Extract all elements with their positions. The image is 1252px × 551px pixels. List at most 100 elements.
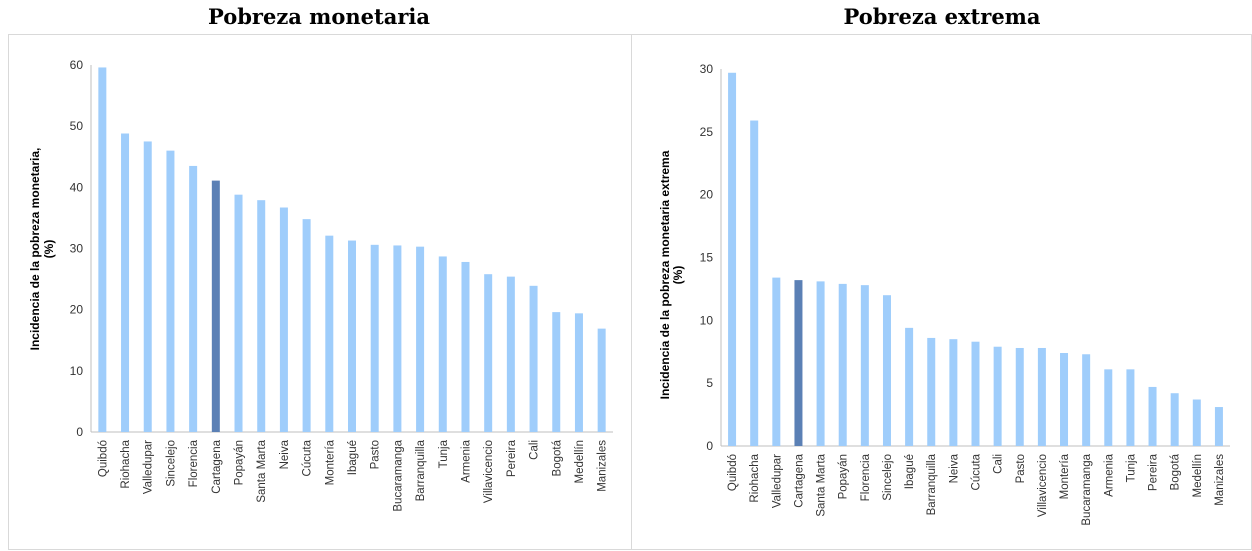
pobreza-monetaria-x-tick-label: Tunja: [438, 439, 450, 468]
pobreza-monetaria-x-tick-label: Valledupar: [143, 440, 155, 494]
pobreza-extrema-y-axis-unit: (%): [671, 266, 685, 285]
pobreza-extrema-bar-villavicencio: [1037, 347, 1046, 446]
pobreza-monetaria-x-tick-label: Neiva: [279, 439, 291, 469]
pobreza-extrema-bar-ibague: [905, 327, 914, 446]
pobreza-extrema-x-tick-label: Tunja: [1125, 453, 1137, 482]
pobreza-extrema-bar-pasto: [1015, 347, 1024, 446]
pobreza-extrema-bar-medellin: [1192, 399, 1201, 446]
pobreza-monetaria-x-tick-label: Bogotá: [551, 439, 563, 476]
pobreza-monetaria-bar-valledupar: [143, 141, 152, 432]
chart-pobreza-extrema: Incidencia de la pobreza monetaria extre…: [658, 62, 1230, 526]
pobreza-monetaria-bar-cali: [529, 285, 538, 432]
pobreza-extrema-x-tick-label: Bogotá: [1170, 453, 1182, 490]
pobreza-monetaria-bar-popayan: [234, 194, 243, 432]
pobreza-monetaria-bar-pereira: [506, 276, 515, 432]
chart-pobreza-monetaria: Incidencia de la pobreza monetaria, (%) 0 1…: [28, 58, 613, 512]
pobreza-monetaria-x-tick-label: Barranquilla: [415, 439, 427, 501]
pobreza-monetaria-bar-bucaramanga: [393, 245, 402, 432]
pobreza-extrema-bar-florencia: [860, 285, 869, 446]
pobreza-extrema-bar-tunja: [1126, 369, 1135, 446]
pobreza-monetaria-bar-bogota: [552, 312, 561, 432]
pobreza-monetaria-bar-villavicencio: [484, 274, 493, 432]
pobreza-extrema-bar-cali: [993, 346, 1002, 446]
pobreza-monetaria-x-tick-label: Montería: [324, 439, 336, 485]
pobreza-extrema-x-tick-label: Cúcuta: [971, 453, 983, 490]
pobreza-extrema-x-tick-label: Popayán: [838, 454, 850, 499]
pobreza-monetaria-x-tick-label: Ibagué: [347, 440, 359, 475]
pobreza-monetaria-bar-quibdo: [98, 67, 107, 433]
pobreza-monetaria-bar-tunja: [438, 256, 447, 432]
pobreza-extrema-x-tick-label: Barranquilla: [926, 453, 938, 515]
pobreza-monetaria-x-tick-label: Popayán: [234, 440, 246, 485]
pobreza-extrema-x-tick-label: Valledupar: [771, 454, 783, 508]
pobreza-extrema-bar-valledupar: [772, 277, 781, 446]
pobreza-extrema-x-tick-label: Armenia: [1103, 453, 1115, 496]
pobreza-extrema-bar-riohacha: [750, 120, 759, 447]
pobreza-monetaria-x-tick-label: Pereira: [506, 439, 518, 477]
chart-title-pobreza-extrema: Pobreza extrema: [843, 4, 1041, 29]
pobreza-extrema-bar-bogota: [1170, 393, 1179, 446]
pobreza-extrema-y-tick-label: 25: [700, 125, 714, 139]
pobreza-extrema-bar-popayan: [838, 283, 847, 446]
pobreza-monetaria-x-tick-label: Cali: [529, 440, 541, 460]
pobreza-extrema-x-tick-label: Manizales: [1214, 454, 1226, 506]
pobreza-monetaria-y-tick-label: 30: [70, 242, 84, 256]
pobreza-monetaria-x-tick-label: Armenia: [460, 439, 472, 482]
pobreza-monetaria-y-tick-label: 60: [70, 58, 84, 72]
pobreza-extrema-bar-armenia: [1104, 369, 1113, 446]
pobreza-monetaria-bar-neiva: [279, 207, 288, 432]
pobreza-monetaria-bar-ibague: [348, 240, 356, 432]
pobreza-monetaria-x-tick-label: Pasto: [370, 440, 382, 469]
pobreza-extrema-x-tick-label: Riohacha: [749, 453, 761, 502]
pobreza-monetaria-x-tick-label: Riohacha: [120, 439, 132, 488]
pobreza-extrema-y-tick-label: 5: [706, 376, 713, 390]
pobreza-extrema-x-tick-label: Pereira: [1148, 453, 1160, 491]
pobreza-monetaria-y-tick-label: 50: [70, 119, 84, 133]
pobreza-extrema-x-tick-label: Pasto: [1015, 454, 1027, 483]
pobreza-extrema-y-axis-title: Incidencia de la pobreza monetaria extre…: [658, 150, 672, 399]
pobreza-monetaria-y-tick-label: 10: [70, 364, 84, 378]
pobreza-extrema-bar-monteria: [1060, 353, 1069, 446]
pobreza-extrema-x-tick-label: Sincelejo: [882, 454, 894, 501]
pobreza-monetaria-bar-monteria: [325, 235, 334, 432]
pobreza-extrema-y-tick-label: 0: [706, 439, 713, 453]
chart-panel-pobreza-monetaria: Incidencia de la pobreza monetaria, (%) 0 1…: [8, 34, 632, 550]
pobreza-extrema-x-tick-label: Medellín: [1192, 454, 1204, 497]
pobreza-monetaria-bar-riohacha: [121, 133, 130, 433]
pobreza-extrema-bar-cartagena: [794, 280, 803, 446]
pobreza-monetaria-y-axis-title: Incidencia de la pobreza monetaria,: [28, 148, 42, 351]
pobreza-extrema-bar-sincelejo: [882, 295, 891, 446]
pobreza-extrema-y-tick-label: 30: [700, 62, 714, 76]
pobreza-extrema-bar-neiva: [949, 339, 958, 446]
pobreza-extrema-x-tick-label: Florencia: [860, 453, 872, 501]
pobreza-monetaria-bar-cartagena: [211, 180, 220, 432]
pobreza-monetaria-bar-medellin: [574, 313, 583, 432]
pobreza-extrema-x-tick-label: Montería: [1059, 453, 1071, 499]
pobreza-monetaria-x-tick-label: Santa Marta: [256, 439, 268, 502]
pobreza-extrema-y-tick-label: 10: [700, 313, 714, 327]
pobreza-monetaria-x-tick-label: Bucaramanga: [392, 439, 404, 511]
pobreza-monetaria-x-tick-label: Medellín: [574, 440, 586, 483]
pobreza-monetaria-bar-barranquilla: [416, 246, 425, 432]
pobreza-monetaria-bar-santa-marta: [257, 200, 266, 432]
pobreza-monetaria-bar-armenia: [461, 261, 470, 432]
pobreza-monetaria-x-tick-label: Cúcuta: [302, 439, 314, 476]
pobreza-monetaria-x-tick-label: Manizales: [597, 440, 609, 492]
pobreza-monetaria-x-tick-label: Sincelejo: [165, 440, 177, 487]
pobreza-extrema-bar-pereira: [1148, 386, 1157, 446]
pobreza-extrema-bar-santa-marta: [816, 281, 825, 446]
pobreza-extrema-bar-manizales: [1214, 407, 1223, 446]
pobreza-extrema-y-tick-label: 20: [700, 188, 714, 202]
pobreza-extrema-x-tick-label: Cartagena: [793, 453, 805, 507]
pobreza-extrema-bar-cucuta: [971, 341, 980, 446]
pobreza-extrema-bar-bucaramanga: [1082, 354, 1091, 446]
pobreza-extrema-bar-quibdo: [728, 72, 737, 446]
pobreza-monetaria-bar-florencia: [189, 165, 198, 433]
pobreza-monetaria-bar-sincelejo: [166, 150, 175, 432]
pobreza-monetaria-y-axis-unit: (%): [42, 240, 56, 259]
pobreza-monetaria-x-tick-label: Villavicencio: [483, 440, 495, 503]
pobreza-monetaria-x-tick-label: Quibdó: [97, 440, 109, 477]
pobreza-monetaria-x-tick-label: Florencia: [188, 439, 200, 487]
pobreza-extrema-x-tick-label: Santa Marta: [816, 453, 828, 516]
pobreza-extrema-x-tick-label: Bucaramanga: [1081, 453, 1093, 525]
